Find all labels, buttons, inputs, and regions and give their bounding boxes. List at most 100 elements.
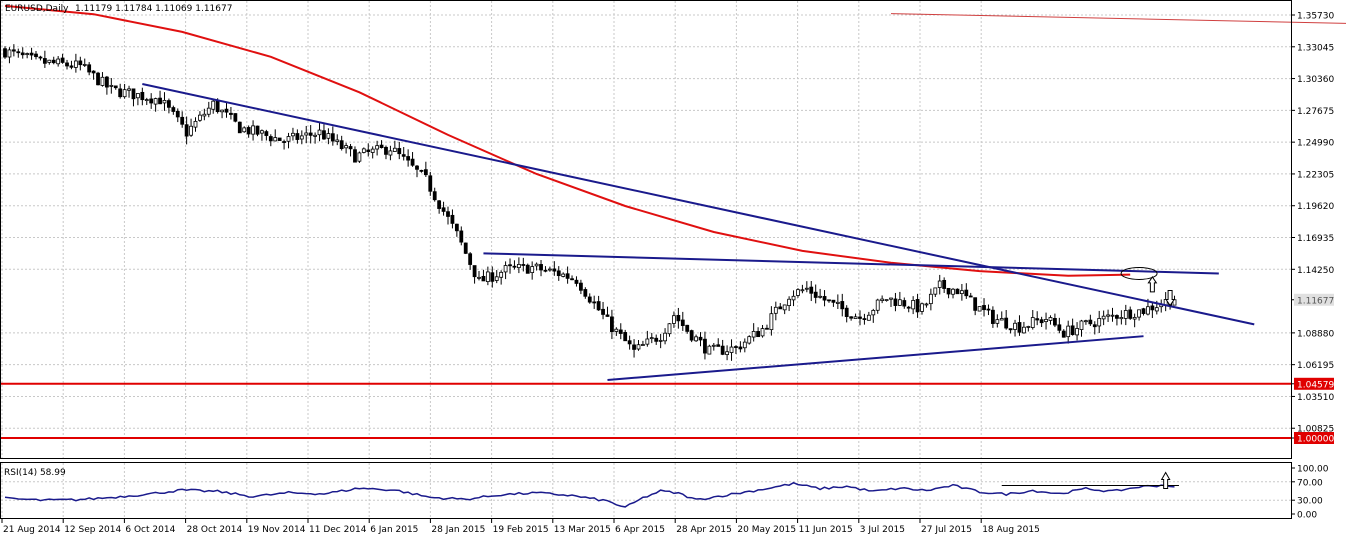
candle-body xyxy=(1150,305,1155,311)
candle-body xyxy=(1141,308,1146,314)
trendline xyxy=(142,83,1255,326)
candle-body xyxy=(623,332,628,342)
candle-body xyxy=(1004,317,1009,329)
candle-body xyxy=(893,298,898,306)
candle-body xyxy=(512,265,517,268)
candle-body xyxy=(65,62,69,67)
candle-body xyxy=(1119,317,1124,320)
candle-body xyxy=(711,344,716,347)
candle-body xyxy=(853,316,858,320)
candle-body xyxy=(800,289,805,292)
candle-body xyxy=(153,98,158,105)
candle-body xyxy=(1061,330,1066,338)
candle-body xyxy=(760,328,765,337)
candle-body xyxy=(959,290,964,294)
candle-body xyxy=(875,299,880,311)
candle-body xyxy=(73,60,78,68)
rsi-grid xyxy=(1,481,1291,501)
candle-body xyxy=(804,287,809,290)
candle-body xyxy=(955,288,960,295)
candle-body xyxy=(419,169,424,172)
candle-body xyxy=(485,271,490,283)
candle-body xyxy=(295,133,300,140)
candle-body xyxy=(1008,328,1013,331)
candle-body xyxy=(951,288,955,295)
candle-body xyxy=(135,93,140,99)
candle-body xyxy=(366,149,371,153)
candle-body xyxy=(574,279,579,284)
time-tick-label: 28 Oct 2014 xyxy=(187,525,243,535)
candle-body xyxy=(11,49,16,52)
candle-body xyxy=(720,345,725,355)
candle-body xyxy=(632,344,636,350)
candle-body xyxy=(995,319,1000,324)
candle-body xyxy=(756,331,760,338)
candle-body xyxy=(539,264,543,271)
candle-body xyxy=(122,89,127,98)
candle-body xyxy=(999,318,1004,321)
price-tick-label: 1.27675 xyxy=(1297,107,1334,117)
candle-body xyxy=(902,300,907,307)
candle-body xyxy=(184,124,189,137)
candle-body xyxy=(251,125,255,135)
candle-body xyxy=(973,297,978,311)
annotations xyxy=(1120,266,1176,307)
candle-body xyxy=(924,303,929,306)
price-tick-label: 1.00825 xyxy=(1297,425,1334,435)
candle-body xyxy=(871,310,876,316)
time-tick-label: 11 Jun 2015 xyxy=(799,525,853,535)
candle-body xyxy=(339,140,344,149)
candle-body xyxy=(423,169,428,176)
last-price-badge xyxy=(1294,293,1334,306)
candle-body xyxy=(233,113,238,122)
candle-body xyxy=(1035,318,1040,321)
candle-body xyxy=(840,301,845,310)
candle-body xyxy=(791,295,796,301)
candle-body xyxy=(131,88,136,100)
candle-body xyxy=(308,132,313,136)
trendline xyxy=(483,252,1219,275)
candle-body xyxy=(769,313,774,331)
candle-body xyxy=(765,327,769,330)
candle-body xyxy=(676,314,681,322)
price-tick-label: 1.22305 xyxy=(1297,170,1334,180)
candle-body xyxy=(610,316,614,333)
candle-body xyxy=(729,346,734,353)
candle-body xyxy=(313,134,318,137)
candle-body xyxy=(441,207,446,212)
candle-body xyxy=(787,298,792,307)
rsi-tick-label: 0.00 xyxy=(1297,511,1317,521)
candle-body xyxy=(401,154,406,157)
candle-body xyxy=(561,273,566,277)
candle-body xyxy=(91,70,96,74)
candle-body xyxy=(104,76,109,88)
candle-body xyxy=(344,145,349,149)
candle-body xyxy=(680,319,685,326)
candle-body xyxy=(835,301,840,304)
candle-body xyxy=(237,121,242,134)
candle-body xyxy=(1146,306,1150,315)
candle-body xyxy=(215,100,220,113)
candle-body xyxy=(946,287,951,295)
rsi-tick-label: 100.00 xyxy=(1297,465,1329,475)
rsi-tick-label: 30.00 xyxy=(1297,497,1323,507)
candle-body xyxy=(459,230,464,243)
candle-body xyxy=(348,146,353,150)
candle-body xyxy=(286,136,291,142)
candle-body xyxy=(601,308,605,315)
candle-body xyxy=(20,52,25,56)
price-tick-label: 1.35730 xyxy=(1297,12,1334,22)
candle-body xyxy=(397,148,402,155)
candle-body xyxy=(494,276,499,281)
price-tick-label: 1.33045 xyxy=(1297,43,1334,53)
candle-body xyxy=(1079,320,1084,330)
candle-body xyxy=(211,100,216,110)
candle-body xyxy=(1088,319,1093,325)
candle-body xyxy=(180,116,185,125)
candle-body xyxy=(534,263,539,267)
time-tick-label: 18 Aug 2015 xyxy=(982,525,1040,535)
candle-body xyxy=(317,129,322,136)
candle-body xyxy=(268,136,273,142)
time-tick-label: 6 Oct 2014 xyxy=(125,525,175,535)
candle-body xyxy=(406,156,411,161)
